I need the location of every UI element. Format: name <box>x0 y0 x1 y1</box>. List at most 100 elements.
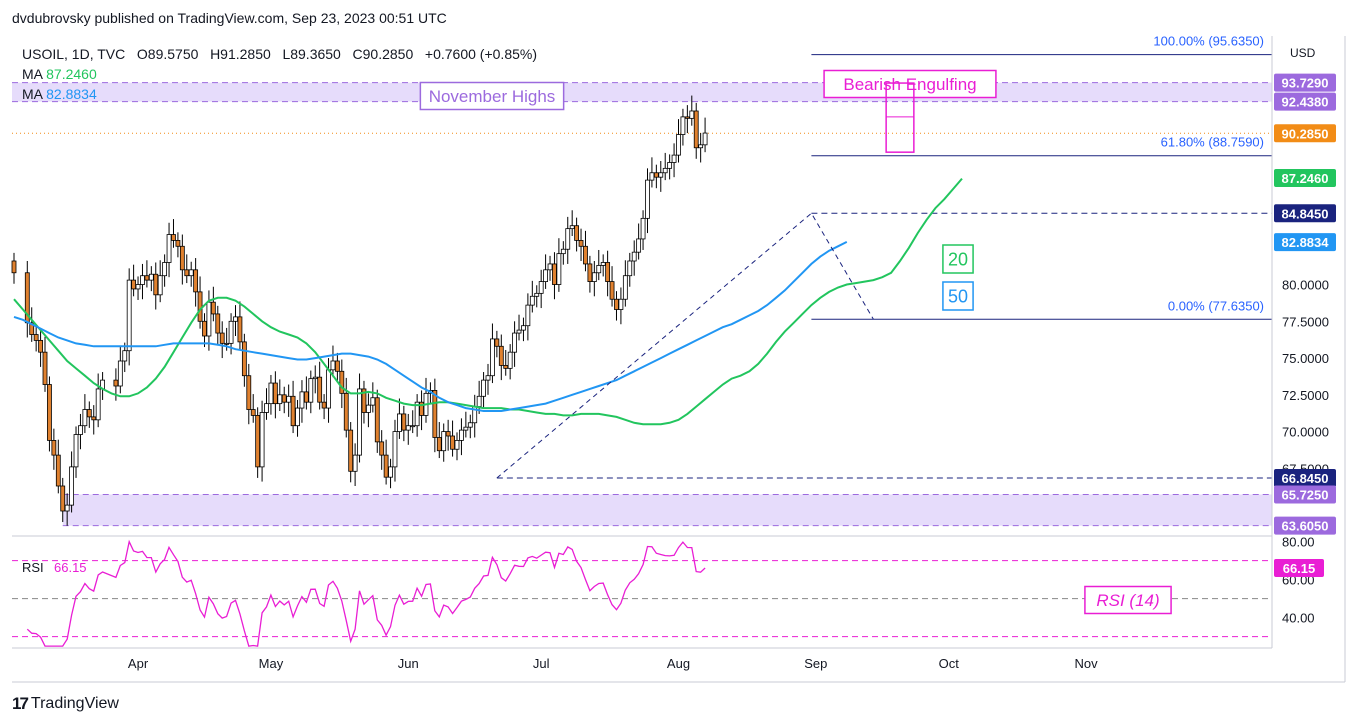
candle-body <box>91 416 97 421</box>
candle <box>78 413 83 450</box>
rsi-badge-text: 66.15 <box>1283 561 1316 576</box>
fib-trend-line <box>496 212 874 479</box>
price-badge: 63.6050 <box>1274 516 1336 535</box>
candle-body <box>361 388 367 413</box>
candle <box>299 380 305 423</box>
candle <box>210 286 216 322</box>
candle-body <box>175 240 181 247</box>
price-badge-text: 92.4380 <box>1282 95 1329 110</box>
candle <box>454 432 460 461</box>
candle <box>574 217 580 252</box>
candle-body <box>591 272 597 282</box>
candle-body <box>179 245 185 271</box>
ma50-tag: 50 <box>942 281 974 311</box>
candle-body <box>312 376 318 380</box>
candle <box>357 373 362 463</box>
candle-body <box>698 144 704 149</box>
candle <box>401 405 407 442</box>
candle-body <box>117 360 123 387</box>
candle-body <box>51 440 57 456</box>
candle <box>569 210 575 236</box>
candle-body <box>693 110 699 149</box>
time-tick-label: Oct <box>939 656 960 671</box>
candle-body <box>131 279 137 290</box>
candle <box>51 428 57 470</box>
candle <box>494 330 500 358</box>
candle <box>281 386 287 414</box>
candle-body <box>459 429 464 441</box>
candle <box>552 252 557 300</box>
legend-ma2-label: MA <box>22 86 43 102</box>
candle <box>410 410 416 434</box>
time-tick-label: Jul <box>533 656 550 671</box>
legend-symbol[interactable]: USOIL, 1D, TVC <box>22 46 126 62</box>
candle <box>277 379 283 411</box>
price-badge-text: 84.8450 <box>1282 206 1329 221</box>
candle <box>268 374 274 415</box>
candle <box>476 380 482 414</box>
candle-body <box>286 395 292 403</box>
candle-body <box>574 225 580 241</box>
price-badge-text: 63.6050 <box>1282 519 1329 534</box>
candle <box>698 133 704 163</box>
candle-body <box>55 454 61 487</box>
candle <box>472 394 478 438</box>
candle <box>259 400 265 482</box>
candle-body <box>521 325 526 331</box>
candle-body <box>649 172 655 181</box>
candle-body <box>60 485 66 512</box>
candle-body <box>352 454 358 472</box>
candle-body <box>401 413 407 431</box>
ma20-tag-text: 20 <box>948 249 968 269</box>
price-tick-label: 75.0000 <box>1282 351 1329 366</box>
candle-body <box>64 504 70 512</box>
candle-body <box>272 382 278 405</box>
candle <box>348 422 354 483</box>
candle <box>264 388 269 420</box>
candle-body <box>525 304 531 327</box>
tradingview-logo[interactable]: 17 TradingView <box>12 694 119 714</box>
rsi-tag-text: RSI (14) <box>1096 591 1159 610</box>
candle <box>459 418 464 456</box>
candle-body <box>219 332 225 344</box>
candle <box>312 365 318 394</box>
fib-trend-layer <box>496 212 874 479</box>
candle-body <box>224 342 230 345</box>
candle-body <box>82 409 88 427</box>
candle-body <box>148 273 154 281</box>
price-badge-bg <box>1274 168 1336 187</box>
legend-symbol-row: USOIL, 1D, TVC O89.5750 H91.2850 L89.365… <box>22 44 537 64</box>
candle-body <box>529 295 535 306</box>
legend-high: H91.2850 <box>210 46 271 62</box>
candle <box>86 401 92 428</box>
candle <box>605 250 611 297</box>
bearish-engulfing-label-box <box>823 69 997 99</box>
rsi-pane-value: 66.15 <box>54 560 87 575</box>
candle-body <box>113 379 119 387</box>
candle-body <box>202 320 207 337</box>
candle-body <box>587 263 593 282</box>
publisher-line: dvdubrovsky published on TradingView.com… <box>12 10 447 26</box>
candle <box>47 376 52 452</box>
candle <box>117 345 123 394</box>
candle <box>135 276 141 300</box>
candle-body <box>503 365 509 369</box>
candle <box>202 313 207 348</box>
currency-label[interactable]: USD <box>1290 46 1316 60</box>
price-badge-bg <box>1274 516 1336 535</box>
candle <box>290 380 296 434</box>
candle <box>436 422 442 459</box>
bearish-engulfing-label-text: Bearish Engulfing <box>843 75 976 94</box>
candle-body <box>255 415 261 468</box>
candle-body <box>290 395 296 427</box>
rsi-tick-label: 40.00 <box>1282 611 1315 626</box>
legend-ma1-row[interactable]: MA 87.2460 <box>22 64 537 84</box>
candle <box>343 377 349 438</box>
legend-ma2-row[interactable]: MA 82.8834 <box>22 84 537 104</box>
candle-body <box>636 238 642 253</box>
candle-body <box>640 217 646 240</box>
candle-body <box>383 454 389 478</box>
candle <box>414 394 420 437</box>
candle-body <box>95 388 101 421</box>
